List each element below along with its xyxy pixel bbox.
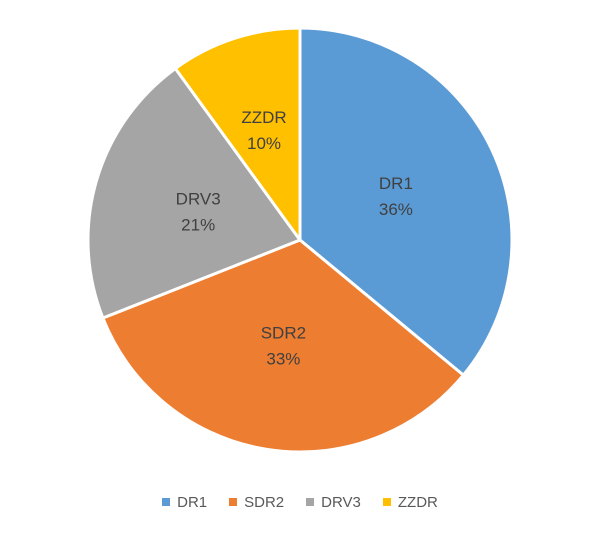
- pie-slice-zzdr: [173, 26, 302, 242]
- pie-slices: [86, 26, 514, 454]
- chart-legend: DR1 SDR2 DRV3 ZZDR: [0, 490, 600, 514]
- slice-label-drv3: DRV3: [176, 189, 221, 208]
- slice-value-zzdr: 10%: [247, 134, 281, 153]
- legend-item-dr1: DR1: [162, 494, 207, 511]
- pie-slice-dr1: [298, 26, 514, 377]
- legend-label-sdr2: SDR2: [244, 493, 285, 511]
- legend-item-sdr2: SDR2: [229, 494, 284, 511]
- pie-slice-labels: DR1 36% SDR2 33% DRV3 21% ZZDR 10%: [176, 108, 413, 369]
- slice-label-sdr2: SDR2: [261, 324, 306, 343]
- legend-label-dr1: DR1: [177, 493, 208, 511]
- pie-slice-sdr2: [101, 238, 465, 454]
- legend-swatch-zzdr: [382, 498, 391, 506]
- slice-label-zzdr: ZZDR: [241, 108, 286, 127]
- pie-slice-drv3: [86, 66, 302, 320]
- legend-swatch-sdr2: [229, 498, 238, 506]
- legend-label-drv3: DRV3: [321, 493, 361, 511]
- slice-value-drv3: 21%: [181, 215, 215, 234]
- legend-swatch-drv3: [306, 498, 315, 506]
- legend-item-drv3: DRV3: [306, 494, 361, 511]
- slice-value-dr1: 36%: [379, 200, 413, 219]
- slice-label-dr1: DR1: [379, 174, 413, 193]
- legend-label-zzdr: ZZDR: [397, 493, 438, 511]
- legend-swatch-dr1: [162, 498, 171, 506]
- legend-item-zzdr: ZZDR: [382, 493, 438, 511]
- slice-value-sdr2: 33%: [266, 350, 300, 369]
